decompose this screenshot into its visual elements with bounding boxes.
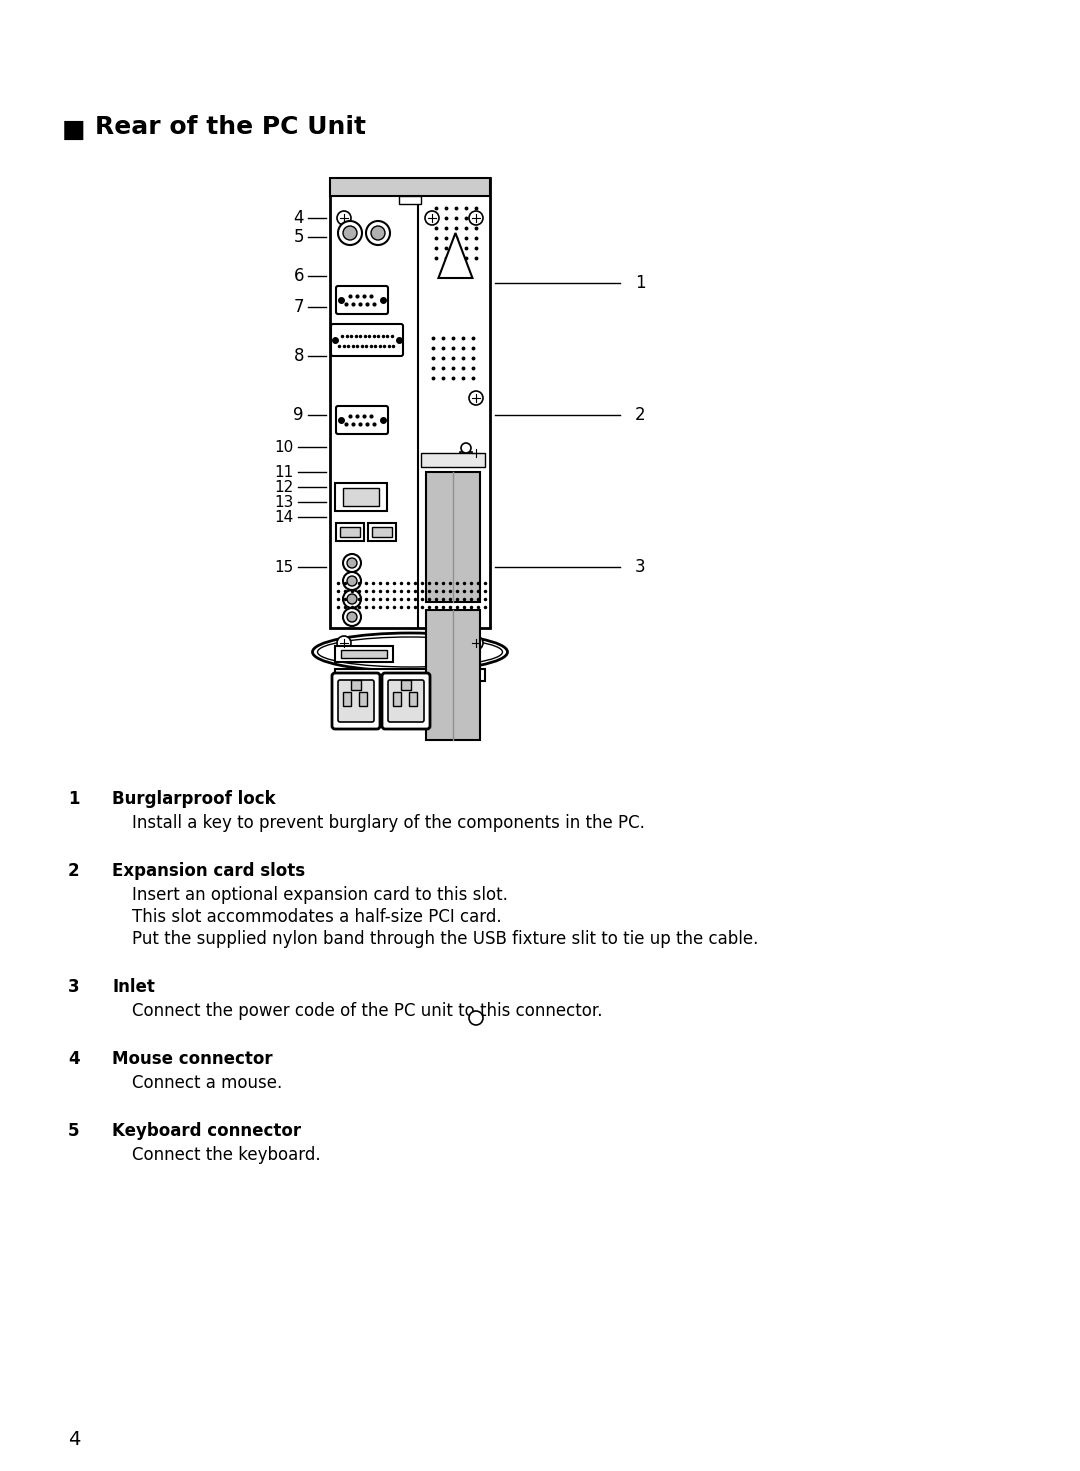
- Circle shape: [469, 391, 483, 405]
- Text: 10: 10: [274, 440, 294, 455]
- Circle shape: [426, 210, 438, 225]
- Bar: [340, 527, 360, 537]
- FancyBboxPatch shape: [382, 674, 430, 730]
- Bar: [341, 650, 387, 658]
- Ellipse shape: [312, 633, 508, 671]
- Text: 7: 7: [294, 299, 303, 316]
- Circle shape: [461, 443, 471, 453]
- FancyBboxPatch shape: [336, 406, 388, 434]
- Circle shape: [343, 227, 357, 240]
- FancyBboxPatch shape: [388, 680, 424, 722]
- Text: 3: 3: [68, 978, 80, 996]
- FancyBboxPatch shape: [330, 324, 403, 356]
- Text: 1: 1: [68, 790, 80, 808]
- Text: 5: 5: [68, 1122, 80, 1140]
- Bar: [426, 610, 480, 740]
- Bar: [336, 524, 364, 541]
- Text: 4: 4: [68, 1430, 80, 1449]
- Text: 1: 1: [635, 274, 646, 293]
- Circle shape: [337, 635, 351, 650]
- Circle shape: [343, 590, 361, 608]
- Text: 15: 15: [274, 559, 294, 575]
- Text: Keyboard connector: Keyboard connector: [112, 1122, 301, 1140]
- Text: 14: 14: [274, 509, 294, 525]
- Text: 2: 2: [68, 862, 80, 880]
- Bar: [409, 691, 417, 706]
- Circle shape: [347, 577, 357, 585]
- Text: 12: 12: [274, 480, 294, 494]
- Text: Put the supplied nylon band through the USB fixture slit to tie up the cable.: Put the supplied nylon band through the …: [132, 930, 758, 947]
- Bar: [330, 178, 490, 628]
- Text: 13: 13: [274, 494, 294, 509]
- Text: 4: 4: [68, 1050, 80, 1068]
- Circle shape: [343, 555, 361, 572]
- Bar: [421, 453, 485, 466]
- Bar: [351, 680, 361, 690]
- Text: Connect the power code of the PC unit to this connector.: Connect the power code of the PC unit to…: [132, 1002, 603, 1019]
- Bar: [343, 691, 351, 706]
- Text: Insert an optional expansion card to this slot.: Insert an optional expansion card to thi…: [132, 886, 508, 905]
- Circle shape: [337, 210, 351, 225]
- Circle shape: [347, 594, 357, 605]
- Bar: [393, 691, 401, 706]
- Bar: [335, 646, 393, 662]
- Polygon shape: [438, 232, 472, 278]
- Bar: [460, 452, 472, 460]
- Circle shape: [347, 558, 357, 568]
- Circle shape: [372, 227, 384, 240]
- Text: Connect the keyboard.: Connect the keyboard.: [132, 1146, 321, 1164]
- Text: This slot accommodates a half-size PCI card.: This slot accommodates a half-size PCI c…: [132, 908, 501, 927]
- Text: 5: 5: [294, 228, 303, 246]
- Text: 2: 2: [635, 406, 646, 424]
- Bar: [343, 488, 379, 506]
- Text: 9: 9: [294, 406, 303, 424]
- Bar: [399, 196, 421, 204]
- Circle shape: [343, 608, 361, 627]
- Bar: [359, 691, 367, 706]
- Circle shape: [347, 612, 357, 622]
- Bar: [335, 669, 485, 681]
- Circle shape: [343, 572, 361, 590]
- Text: 11: 11: [274, 465, 294, 480]
- Text: Connect a mouse.: Connect a mouse.: [132, 1074, 282, 1091]
- FancyBboxPatch shape: [338, 680, 374, 722]
- Text: Rear of the PC Unit: Rear of the PC Unit: [95, 115, 366, 138]
- Text: Install a key to prevent burglary of the components in the PC.: Install a key to prevent burglary of the…: [132, 813, 645, 833]
- Bar: [330, 178, 490, 196]
- Circle shape: [469, 210, 483, 225]
- FancyBboxPatch shape: [332, 674, 380, 730]
- Bar: [368, 524, 396, 541]
- Bar: [401, 680, 411, 690]
- Text: 6: 6: [294, 268, 303, 285]
- Circle shape: [469, 635, 483, 650]
- Circle shape: [366, 221, 390, 246]
- Text: 8: 8: [294, 347, 303, 365]
- FancyBboxPatch shape: [336, 285, 388, 313]
- Text: Expansion card slots: Expansion card slots: [112, 862, 306, 880]
- Bar: [335, 482, 387, 510]
- Circle shape: [338, 221, 362, 246]
- Bar: [426, 472, 480, 602]
- Text: Burglarproof lock: Burglarproof lock: [112, 790, 275, 808]
- Circle shape: [469, 1011, 483, 1025]
- Text: Mouse connector: Mouse connector: [112, 1050, 272, 1068]
- Bar: [372, 527, 392, 537]
- Text: Inlet: Inlet: [112, 978, 154, 996]
- Ellipse shape: [318, 637, 502, 666]
- Text: 4: 4: [294, 209, 303, 227]
- Text: ■: ■: [62, 118, 85, 143]
- Text: 3: 3: [635, 558, 646, 577]
